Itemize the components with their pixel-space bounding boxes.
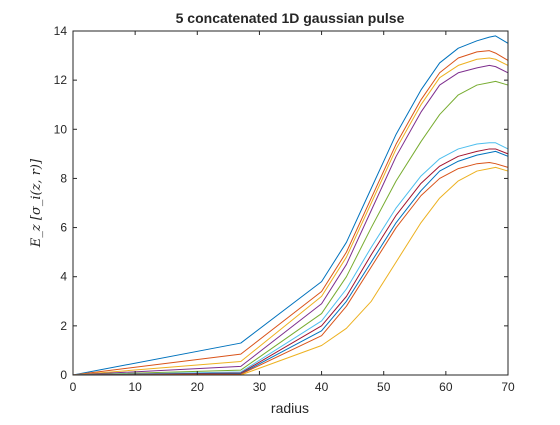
- x-tick-label: 70: [501, 380, 515, 394]
- x-tick-label: 40: [315, 380, 329, 394]
- x-tick-label: 50: [377, 380, 391, 394]
- chart-title: 5 concatenated 1D gaussian pulse: [176, 10, 405, 26]
- y-axis-label: E_z [σ_i(z, r)]: [29, 158, 44, 248]
- series-line-1: [73, 36, 508, 375]
- y-tick-label: 6: [60, 221, 67, 235]
- y-axis-label-group: E_z [σ_i(z, r)]: [29, 158, 44, 248]
- series-line-8: [73, 151, 508, 375]
- x-tick-label: 20: [191, 380, 205, 394]
- y-tick-label: 10: [54, 122, 68, 136]
- series-line-9: [73, 162, 508, 375]
- series-line-6: [73, 143, 508, 375]
- y-tick-label: 14: [54, 24, 68, 38]
- x-tick-label: 60: [439, 380, 453, 394]
- y-tick-label: 8: [60, 171, 67, 185]
- x-axis-label: radius: [271, 400, 309, 416]
- x-tick-label: 30: [253, 380, 267, 394]
- y-tick-label: 4: [60, 270, 67, 284]
- x-tick-label: 10: [128, 380, 142, 394]
- series-line-2: [73, 51, 508, 375]
- y-tick-label: 0: [60, 368, 67, 382]
- series-line-5: [73, 81, 508, 375]
- y-tick-label: 12: [54, 73, 68, 87]
- x-tick-label: 0: [70, 380, 77, 394]
- series-layer: [73, 36, 508, 375]
- axes-layer: 0 10 20 30 40 50 60 70 0 2 4 6 8 10 12 14: [54, 24, 515, 394]
- y-tick-label: 2: [60, 319, 67, 333]
